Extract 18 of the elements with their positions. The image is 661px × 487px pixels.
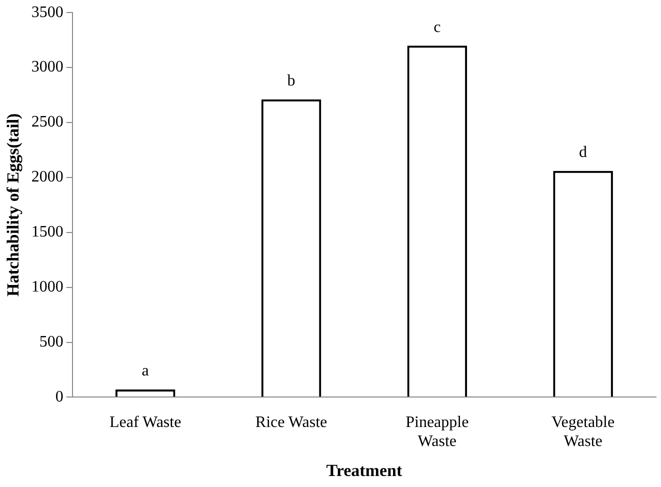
- annotation: c: [434, 18, 441, 36]
- x-tick-label: Leaf Waste: [109, 414, 182, 432]
- y-tick-label: 1000: [31, 278, 64, 296]
- y-tick-label: 500: [39, 333, 64, 350]
- y-tick-label: 2500: [31, 114, 64, 131]
- x-tick-label: Vegetable Waste: [552, 414, 615, 450]
- y-tick-label: 3000: [31, 58, 64, 76]
- x-tick-label: Rice Waste: [255, 414, 328, 432]
- y-tick-label: 1500: [31, 224, 64, 241]
- x-tick-label: Pineapple Waste: [406, 414, 469, 450]
- y-tick-label: 0: [55, 388, 64, 406]
- annotation: d: [579, 144, 588, 162]
- annotation: a: [142, 362, 149, 380]
- y-tick-label: 2000: [31, 168, 64, 186]
- y-axis-title: Hatchability of Eggs(tail): [4, 113, 23, 297]
- y-tick-label: 3500: [31, 4, 64, 21]
- annotation: b: [287, 72, 296, 90]
- x-axis-title: Treatment: [326, 461, 402, 480]
